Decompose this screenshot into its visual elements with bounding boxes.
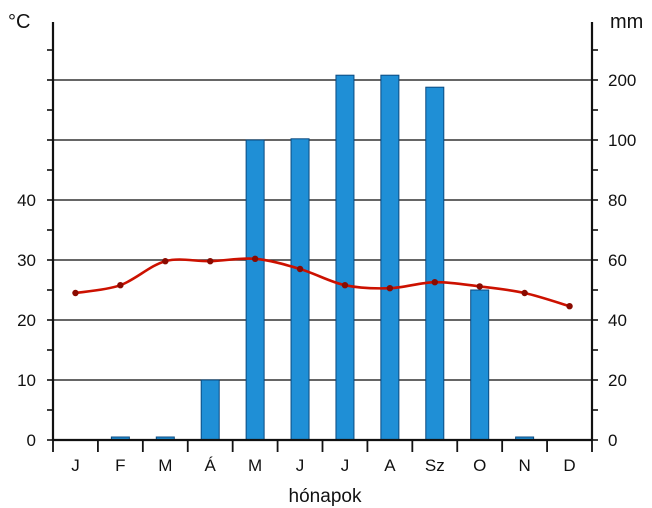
left-axis-unit: °C xyxy=(8,11,30,33)
temperature-point xyxy=(117,282,124,289)
temperature-point xyxy=(476,283,483,290)
category-label: J xyxy=(341,456,350,475)
temperature-point xyxy=(296,265,304,273)
category-label: N xyxy=(518,456,530,475)
left-tick-label: 20 xyxy=(17,311,36,330)
x-axis-title: hónapok xyxy=(289,486,362,507)
category-label: F xyxy=(115,456,125,475)
precipitation-bar xyxy=(335,74,355,441)
right-tick-label: 0 xyxy=(608,431,617,450)
category-label: J xyxy=(296,456,305,475)
category-label: J xyxy=(71,456,80,475)
gridlines xyxy=(53,79,592,381)
temperature-point xyxy=(162,258,169,265)
category-label: D xyxy=(563,456,575,475)
right-tick-label: 40 xyxy=(608,311,627,330)
temperature-point xyxy=(72,289,79,297)
temperature-point xyxy=(341,282,349,289)
category-label: A xyxy=(384,456,396,475)
temperature-point xyxy=(207,258,214,265)
left-tick-label: 40 xyxy=(17,191,36,210)
right-tick-label: 80 xyxy=(608,191,627,210)
right-tick-label: 60 xyxy=(608,251,627,270)
right-axis-unit: mm xyxy=(610,11,643,33)
category-label: M xyxy=(158,456,172,475)
category-label: O xyxy=(473,456,486,475)
precipitation-bar xyxy=(290,138,310,441)
category-label: Á xyxy=(205,456,217,475)
precipitation-bar xyxy=(245,139,265,441)
right-tick-label: 20 xyxy=(608,371,627,390)
precipitation-bar xyxy=(470,289,490,441)
right-tick-label: 200 xyxy=(608,71,636,90)
category-label: M xyxy=(248,456,262,475)
temperature-line xyxy=(72,255,573,310)
temperature-point xyxy=(521,289,528,297)
temperature-point xyxy=(566,303,573,310)
left-tick-label: 10 xyxy=(17,371,36,390)
left-tick-label: 30 xyxy=(17,251,36,270)
temperature-point xyxy=(431,279,438,286)
temperature-curve xyxy=(75,257,570,308)
left-tick-label: 0 xyxy=(27,431,36,450)
category-label: Sz xyxy=(425,456,445,475)
precipitation-bars xyxy=(110,74,535,441)
temperature-point xyxy=(386,285,394,292)
temperature-point xyxy=(251,255,259,262)
precipitation-bar xyxy=(200,379,220,441)
precipitation-bar xyxy=(425,86,445,441)
right-tick-label: 100 xyxy=(608,131,636,150)
axes: 0 10 20 30 40 0 20 40 60 80 100 200 J F M Á M J J A Sz O N D xyxy=(17,22,636,475)
precipitation-bar xyxy=(380,74,400,441)
